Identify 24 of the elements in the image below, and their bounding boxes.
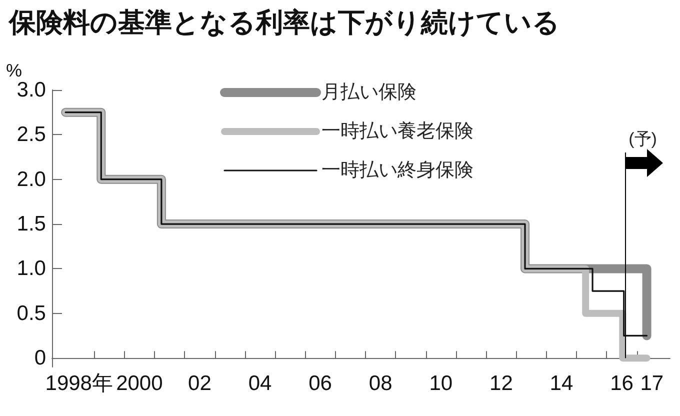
x-tick-label: 06: [308, 372, 332, 395]
ref-line-label: (予): [628, 130, 657, 149]
chart-title: 保険料の基準となる利率は下がり続けている: [8, 8, 560, 38]
y-tick-label: 0: [34, 346, 46, 370]
legend-label: 月払い保険: [322, 82, 416, 103]
legend-label: 一時払い終身保険: [322, 160, 474, 181]
x-tick-label: 2000: [116, 372, 163, 395]
x-tick-label: 02: [188, 372, 212, 395]
x-tick-label: 10: [429, 372, 453, 395]
y-tick-label: 3.0: [16, 78, 46, 102]
x-tick-label: 14: [550, 372, 574, 395]
x-tick-label: 16: [610, 372, 634, 395]
x-tick-label: 04: [248, 372, 272, 395]
y-tick-label: 1.5: [16, 212, 46, 236]
x-tick-label: 12: [490, 372, 513, 395]
y-tick-label: 2.0: [16, 168, 46, 191]
x-tick-label: 08: [368, 372, 392, 395]
x-tick-label: 1998年: [45, 372, 113, 395]
y-tick-label: 0.5: [16, 302, 46, 325]
y-tick-label: 2.5: [16, 123, 46, 146]
y-axis-title: %: [6, 60, 22, 81]
x-tick-label: 17: [640, 372, 664, 395]
legend-label: 一時払い養老保険: [322, 121, 474, 142]
y-tick-label: 1.0: [16, 257, 46, 280]
